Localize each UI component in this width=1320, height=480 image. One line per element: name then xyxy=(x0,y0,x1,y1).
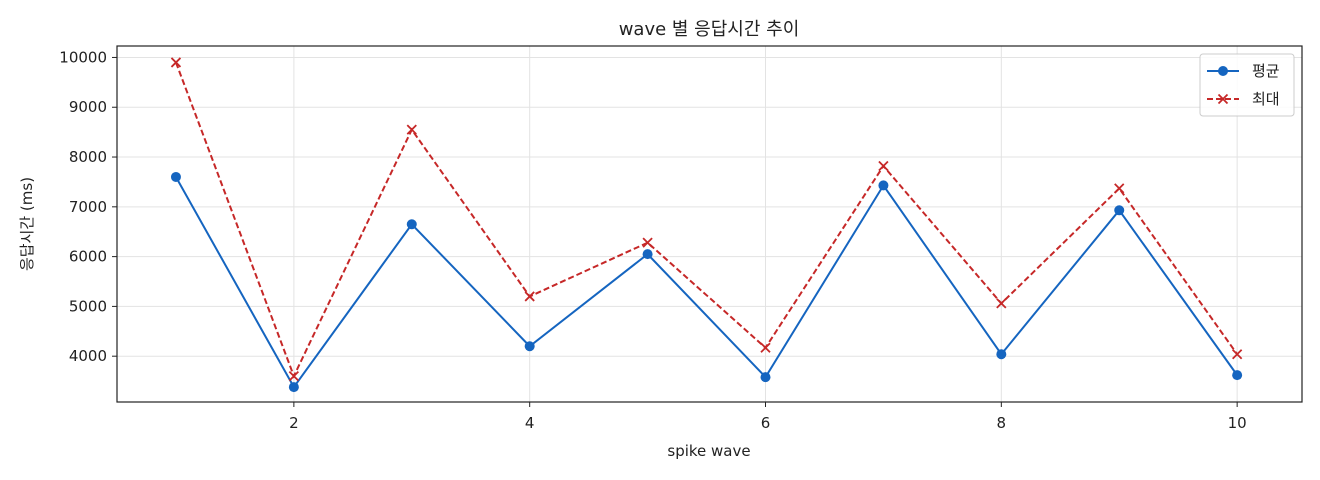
y-tick-label: 7000 xyxy=(69,198,107,216)
x-tick-label: 4 xyxy=(525,414,535,432)
x-tick-label: 2 xyxy=(289,414,299,432)
legend-label: 평균 xyxy=(1252,62,1280,80)
data-point xyxy=(878,180,889,191)
y-tick-label: 8000 xyxy=(69,148,107,166)
x-axis: 2 4 6 8 10 xyxy=(289,402,1247,432)
legend-item: 평균 xyxy=(1207,62,1280,80)
data-point xyxy=(760,372,771,383)
y-tick-label: 6000 xyxy=(69,248,107,266)
x-tick-label: 8 xyxy=(997,414,1007,432)
series-2 xyxy=(170,57,1243,382)
y-tick-label: 5000 xyxy=(69,297,107,315)
legend-box xyxy=(1199,53,1295,117)
data-point xyxy=(170,57,182,68)
data-point xyxy=(406,219,417,230)
data-point xyxy=(288,370,300,382)
data-point xyxy=(524,291,535,302)
y-tick-label: 4000 xyxy=(69,347,107,365)
plot-frame xyxy=(116,45,1303,403)
chart-title: wave 별 응답시간 추이 xyxy=(619,19,800,40)
grid xyxy=(117,46,1302,402)
x-tick-label: 6 xyxy=(761,414,771,432)
y-axis: 4000 5000 6000 7000 8000 9000 10000 xyxy=(59,48,117,365)
x-axis-label: spike wave xyxy=(667,442,750,460)
data-point xyxy=(996,298,1007,309)
data-point xyxy=(878,160,889,172)
data-point xyxy=(1114,205,1125,216)
data-point xyxy=(642,249,653,260)
legend-item: 최대 xyxy=(1207,90,1280,108)
data-point xyxy=(406,124,417,135)
data-point xyxy=(642,237,653,248)
y-tick-label: 10000 xyxy=(59,48,107,66)
series-line xyxy=(175,176,1238,389)
data-point xyxy=(760,342,771,353)
y-tick-label: 9000 xyxy=(69,98,107,116)
series-layer xyxy=(170,57,1243,393)
x-tick-label: 10 xyxy=(1228,414,1247,432)
data-point xyxy=(1114,183,1125,194)
data-point xyxy=(996,349,1007,360)
data-point xyxy=(524,341,535,352)
series-line xyxy=(175,62,1238,379)
data-point xyxy=(1232,370,1243,381)
legend-marker xyxy=(1218,66,1228,76)
series-1 xyxy=(170,171,1243,393)
y-axis-label: 응답시간 (ms) xyxy=(18,177,36,271)
legend-marker xyxy=(1217,93,1229,105)
data-point xyxy=(288,382,299,393)
data-point xyxy=(1232,349,1243,360)
data-point xyxy=(170,171,181,182)
legend-label: 최대 xyxy=(1252,90,1280,108)
